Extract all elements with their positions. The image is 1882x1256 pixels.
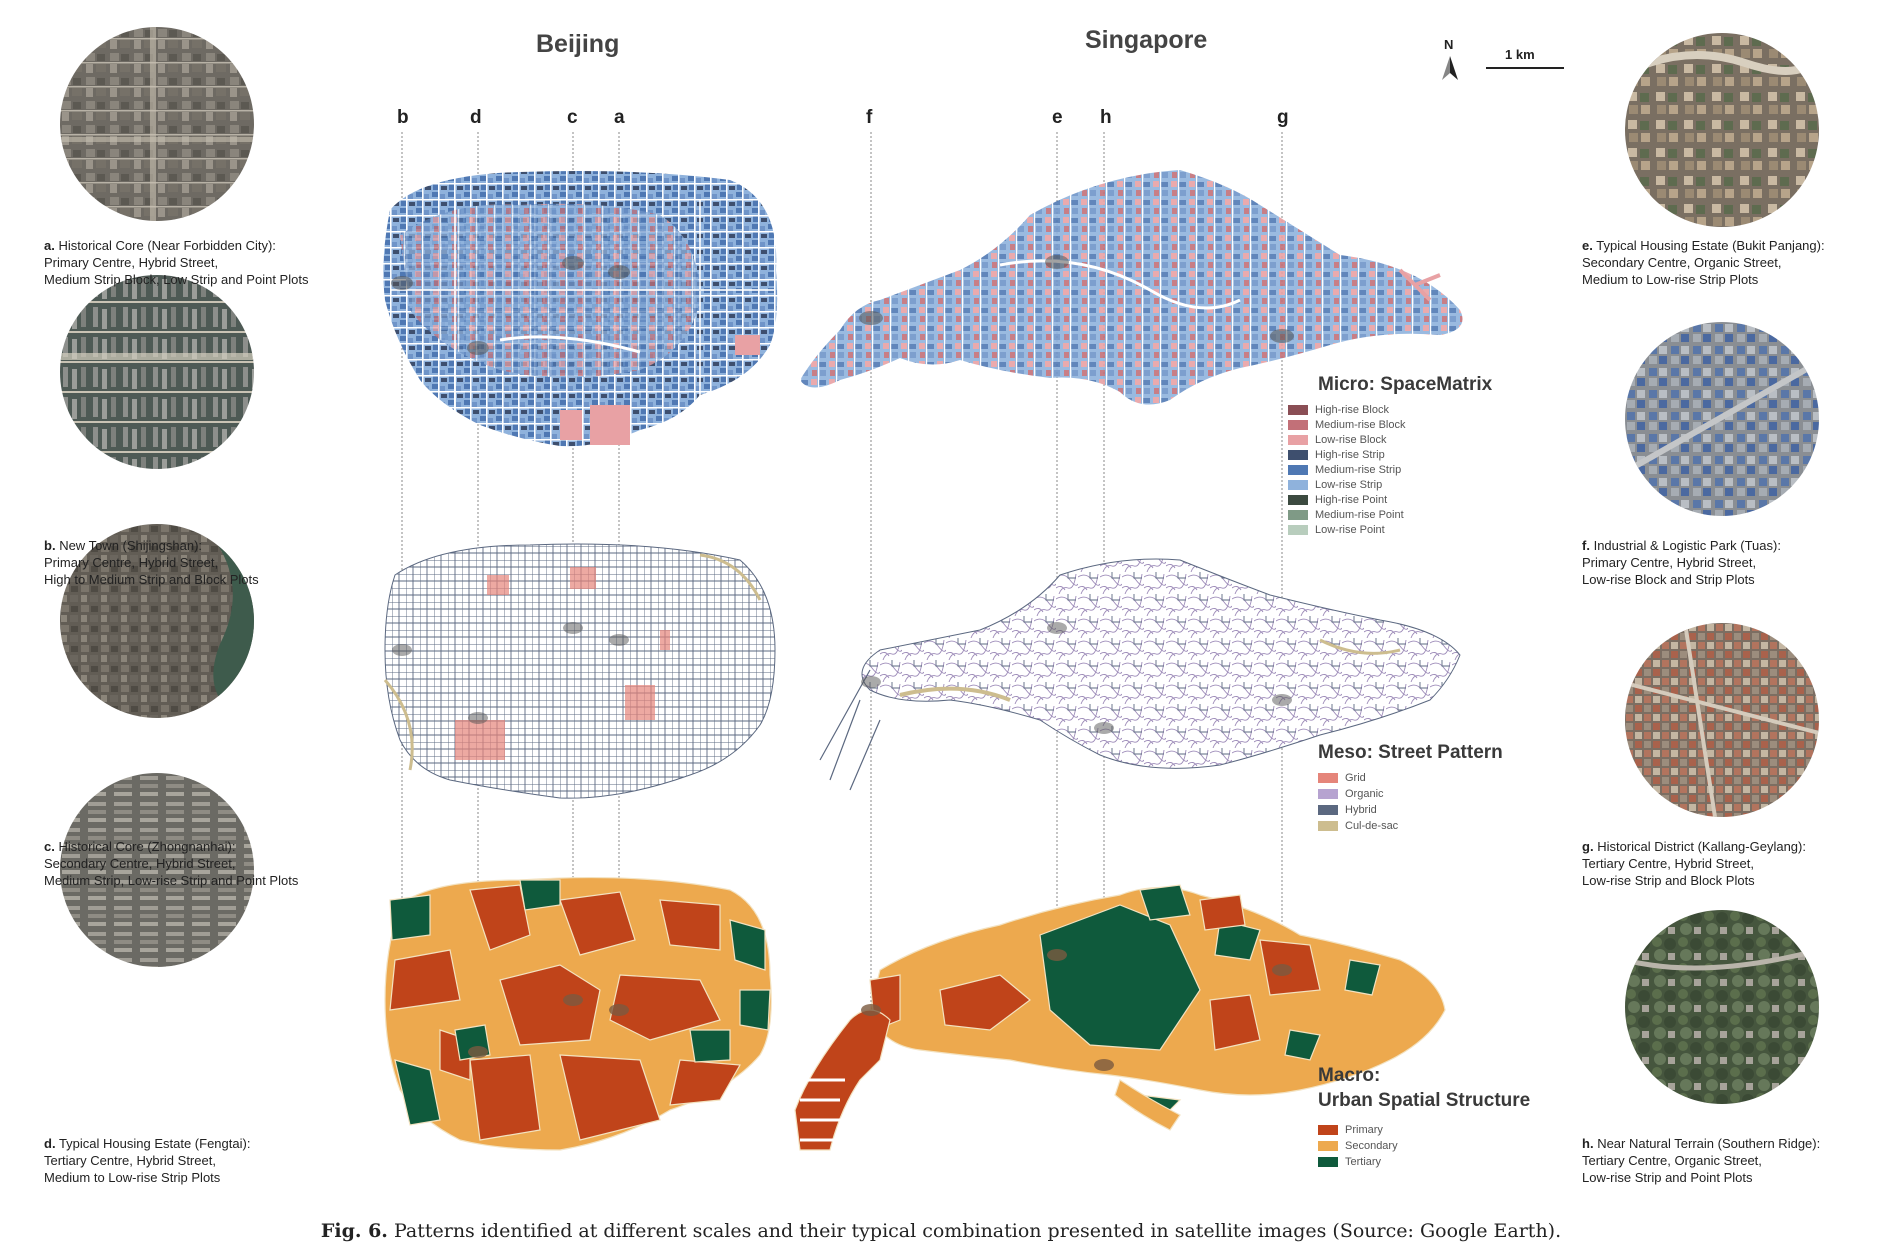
legend-micro-item: Medium-rise Strip (1288, 464, 1401, 476)
column-letter-c: c (567, 107, 578, 128)
north-label: N (1444, 37, 1454, 52)
satellite-image-a (60, 27, 254, 221)
satellite-image-d (60, 773, 254, 967)
north-arrow-icon (1442, 56, 1458, 80)
legend-meso-item: Grid (1318, 772, 1366, 784)
legend-meso-item: Hybrid (1318, 804, 1377, 816)
legend-micro-item: Medium-rise Block (1288, 419, 1405, 431)
scale-label: 1 km (1505, 47, 1535, 62)
caption-h: h. Near Natural Terrain (Southern Ridge)… (1582, 1136, 1821, 1185)
legend-meso-item: Cul-de-sac (1318, 820, 1398, 832)
singapore-macro-map (794, 884, 1446, 1151)
column-letter-f: f (866, 107, 873, 128)
caption-f: f. Industrial & Logistic Park (Tuas): Pr… (1582, 538, 1781, 587)
city-title-singapore: Singapore (1085, 26, 1208, 54)
caption-b: b. New Town (Shijingshan): Primary Centr… (44, 538, 259, 587)
caption-a: a. Historical Core (Near Forbidden City)… (44, 238, 309, 287)
satellite-image-g (1625, 623, 1819, 817)
legend-micro-item: Low-rise Block (1288, 434, 1387, 446)
column-letter-g: g (1277, 107, 1289, 128)
legend-micro-item: Low-rise Point (1288, 524, 1385, 536)
column-letter-h: h (1100, 107, 1112, 128)
figure-caption-text: Patterns identified at different scales … (393, 1220, 1562, 1242)
figure-caption-label: Fig. 6. (320, 1220, 388, 1242)
legend-meso-title: Meso: Street Pattern (1318, 742, 1503, 763)
column-letter-d: d (470, 107, 482, 128)
legend-micro-item: Medium-rise Point (1288, 509, 1404, 521)
legend-micro-item: High-rise Strip (1288, 449, 1385, 461)
legend-macro-title: Macro: Urban Spatial Structure (1318, 1065, 1531, 1111)
legend-macro-item: Primary (1318, 1124, 1383, 1136)
legend-meso-item: Organic (1318, 788, 1384, 800)
legend-macro-item: Secondary (1318, 1140, 1398, 1152)
caption-g: g. Historical District (Kallang-Geylang)… (1582, 839, 1806, 888)
beijing-meso-map (383, 543, 776, 799)
caption-d: d. Typical Housing Estate (Fengtai): Ter… (44, 1136, 251, 1185)
column-letter-b: b (397, 107, 409, 128)
column-letter-a: a (614, 107, 625, 128)
satellite-image-e (1625, 33, 1819, 227)
legend-micro-item: High-rise Block (1288, 404, 1389, 416)
scale-bar (1486, 67, 1564, 69)
singapore-meso-map (819, 558, 1461, 791)
city-title-beijing: Beijing (536, 30, 620, 58)
map-panels (383, 132, 1463, 1151)
singapore-micro-map (800, 170, 1463, 405)
beijing-micro-map (383, 171, 778, 447)
legend-micro-item: Low-rise Strip (1288, 479, 1382, 491)
caption-c: c. Historical Core (Zhongnanhai): Second… (44, 839, 299, 888)
caption-e: e. Typical Housing Estate (Bukit Panjang… (1582, 238, 1825, 287)
beijing-macro-map (384, 876, 772, 1151)
legend-macro-item: Tertiary (1318, 1156, 1381, 1168)
satellite-image-h (1625, 910, 1819, 1104)
legend-micro-title: Micro: SpaceMatrix (1318, 374, 1493, 395)
satellite-image-b (60, 275, 254, 469)
figure-caption: Fig. 6. Patterns identified at different… (0, 1220, 1882, 1242)
column-letter-e: e (1052, 107, 1063, 128)
satellite-image-f (1625, 322, 1819, 516)
legend-micro-item: High-rise Point (1288, 494, 1387, 506)
